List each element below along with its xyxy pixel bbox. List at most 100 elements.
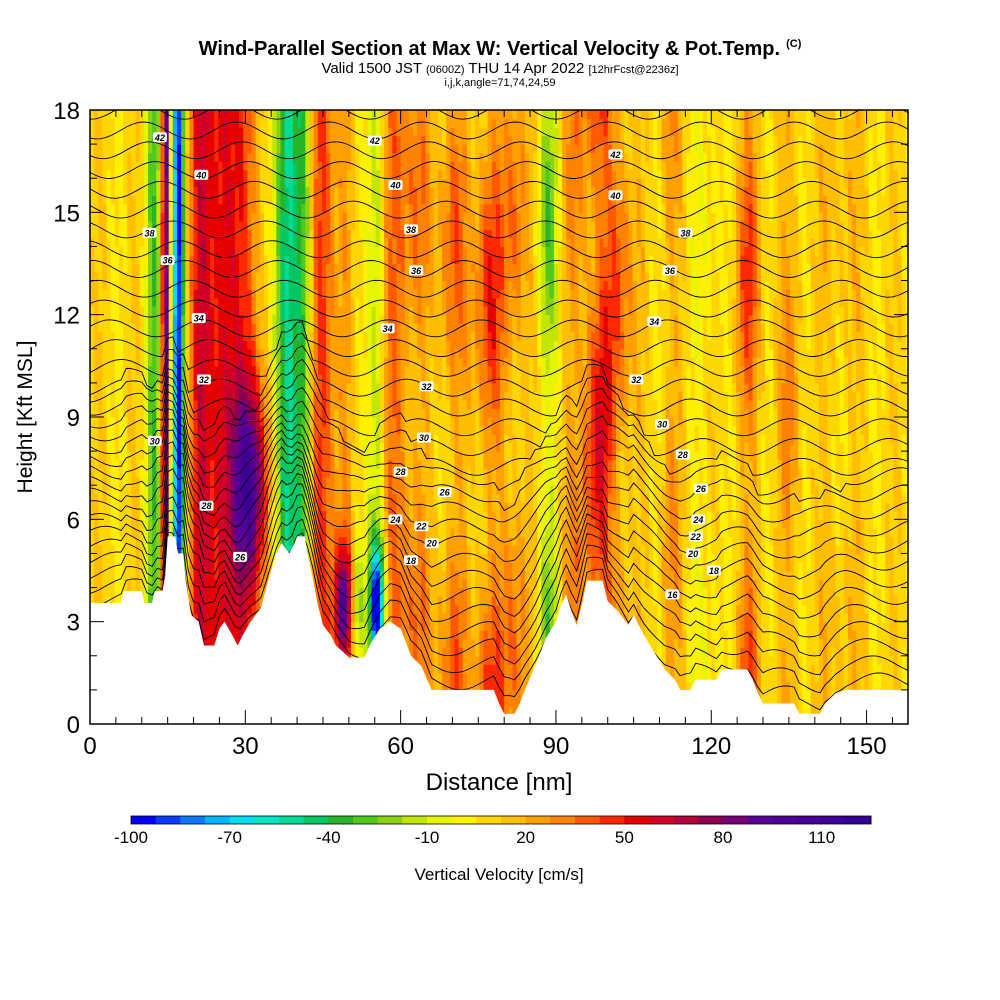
velocity-cell <box>143 212 149 222</box>
velocity-cell <box>280 425 286 435</box>
velocity-cell <box>127 272 133 282</box>
velocity-cell <box>317 306 323 316</box>
velocity-cell <box>226 314 232 324</box>
velocity-cell <box>297 476 302 486</box>
velocity-cell <box>226 306 232 316</box>
velocity-cell <box>367 408 373 418</box>
velocity-cell <box>98 169 104 179</box>
velocity-cell <box>189 135 195 145</box>
velocity-cell <box>123 314 128 324</box>
velocity-cell <box>214 144 219 154</box>
velocity-cell <box>321 519 327 529</box>
velocity-cell <box>301 178 306 188</box>
velocity-cell <box>135 425 141 435</box>
velocity-cell <box>276 374 282 384</box>
velocity-cell <box>143 451 149 461</box>
velocity-cell <box>185 297 190 307</box>
velocity-cell <box>110 254 116 265</box>
velocity-cell <box>94 229 99 239</box>
velocity-cell <box>218 289 224 299</box>
velocity-cell <box>284 178 290 188</box>
velocity-cell <box>272 485 277 495</box>
velocity-cell <box>234 365 240 375</box>
velocity-cell <box>276 442 282 452</box>
velocity-cell <box>313 365 319 375</box>
velocity-cell <box>218 613 224 623</box>
velocity-cell <box>272 127 277 137</box>
velocity-cell <box>90 434 95 444</box>
velocity-cell <box>313 331 319 341</box>
velocity-cell <box>355 357 360 367</box>
velocity-cell <box>355 186 360 196</box>
velocity-cell <box>230 417 236 427</box>
velocity-cell <box>247 144 253 154</box>
velocity-cell <box>139 237 145 248</box>
velocity-cell <box>367 553 373 563</box>
velocity-cell <box>230 357 236 367</box>
velocity-cell <box>102 135 108 145</box>
velocity-cell <box>90 110 95 120</box>
velocity-cell <box>342 442 348 452</box>
velocity-cell <box>193 246 199 256</box>
velocity-cell <box>181 468 186 478</box>
velocity-cell <box>334 365 340 375</box>
velocity-cell <box>263 314 269 324</box>
velocity-cell <box>139 468 145 478</box>
velocity-cell <box>197 348 203 358</box>
velocity-cell <box>239 399 244 410</box>
velocity-cell <box>313 280 319 290</box>
velocity-cell <box>305 417 311 427</box>
velocity-cell <box>288 493 294 503</box>
velocity-cell <box>210 186 215 196</box>
velocity-cell <box>259 391 265 401</box>
velocity-cell <box>255 348 261 358</box>
velocity-cell <box>214 195 219 205</box>
velocity-cell <box>330 476 335 486</box>
velocity-cell <box>280 118 286 128</box>
velocity-cell <box>234 493 240 503</box>
velocity-cell <box>127 348 133 358</box>
velocity-cell <box>210 493 215 503</box>
velocity-cell <box>255 263 261 273</box>
velocity-cell <box>247 186 253 196</box>
velocity-cell <box>189 382 195 393</box>
velocity-cell <box>338 297 344 307</box>
velocity-cell <box>102 374 108 384</box>
velocity-cell <box>301 229 306 239</box>
velocity-cell <box>321 127 327 137</box>
velocity-cell <box>288 331 294 341</box>
velocity-cell <box>210 442 215 452</box>
velocity-cell <box>205 596 211 606</box>
velocity-cell <box>239 604 244 614</box>
velocity-cell <box>214 118 219 128</box>
velocity-cell <box>259 408 265 418</box>
velocity-cell <box>222 280 228 290</box>
velocity-cell <box>346 127 352 137</box>
velocity-cell <box>301 237 306 248</box>
velocity-cell <box>326 442 331 452</box>
velocity-cell <box>305 246 311 256</box>
velocity-cell <box>272 314 277 324</box>
velocity-cell <box>251 169 257 179</box>
velocity-cell <box>239 289 244 299</box>
velocity-cell <box>143 374 149 384</box>
velocity-cell <box>160 323 166 333</box>
velocity-cell <box>156 382 162 393</box>
velocity-cell <box>205 561 211 572</box>
velocity-cell <box>272 289 277 299</box>
velocity-cell <box>193 348 199 358</box>
velocity-cell <box>338 391 344 401</box>
velocity-cell <box>305 272 311 282</box>
velocity-cell <box>168 399 174 410</box>
velocity-cell <box>131 468 137 478</box>
velocity-cell <box>226 135 232 145</box>
velocity-cell <box>359 178 364 188</box>
velocity-cell <box>330 186 335 196</box>
velocity-cell <box>363 306 369 316</box>
velocity-cell <box>172 331 178 341</box>
velocity-cell <box>218 459 224 469</box>
velocity-cell <box>214 459 219 469</box>
velocity-cell <box>234 638 240 648</box>
velocity-cell <box>110 425 116 435</box>
velocity-cell <box>255 502 261 512</box>
